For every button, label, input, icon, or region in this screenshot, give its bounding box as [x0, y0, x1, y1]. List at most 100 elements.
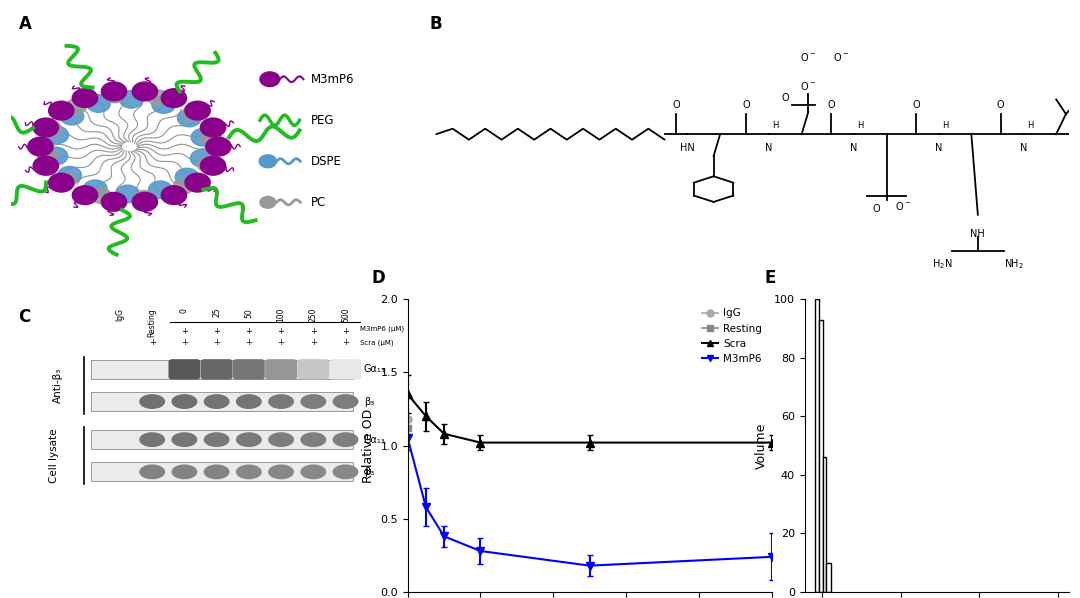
FancyBboxPatch shape: [233, 359, 265, 380]
Circle shape: [259, 155, 276, 167]
Y-axis label: Volume: Volume: [755, 422, 768, 469]
Ellipse shape: [172, 432, 198, 447]
Text: Gα₁₃: Gα₁₃: [364, 364, 386, 374]
Circle shape: [185, 101, 211, 120]
Circle shape: [57, 166, 81, 184]
Text: H$_2$N: H$_2$N: [932, 257, 953, 271]
FancyBboxPatch shape: [168, 359, 200, 380]
Ellipse shape: [204, 432, 230, 447]
FancyBboxPatch shape: [91, 430, 353, 449]
Text: N: N: [850, 144, 858, 153]
Ellipse shape: [268, 432, 294, 447]
Ellipse shape: [268, 465, 294, 480]
Text: 25: 25: [212, 308, 221, 318]
Ellipse shape: [204, 465, 230, 480]
Circle shape: [190, 150, 214, 167]
Text: C: C: [18, 308, 30, 326]
Text: β₃: β₃: [364, 467, 374, 477]
Circle shape: [102, 82, 126, 101]
Ellipse shape: [235, 432, 261, 447]
Ellipse shape: [333, 465, 359, 480]
Text: E: E: [765, 269, 777, 287]
Circle shape: [132, 82, 158, 101]
Circle shape: [44, 126, 68, 144]
Text: +: +: [213, 327, 220, 335]
Circle shape: [152, 96, 176, 113]
Text: O: O: [742, 100, 750, 111]
Text: O: O: [912, 100, 920, 111]
FancyBboxPatch shape: [91, 392, 353, 411]
Text: IgG: IgG: [116, 308, 124, 321]
Text: M3mP6: M3mP6: [311, 73, 355, 86]
Text: +: +: [310, 327, 316, 335]
Text: O$^-$: O$^-$: [894, 200, 910, 212]
Text: 500: 500: [341, 308, 350, 322]
Ellipse shape: [333, 394, 359, 409]
Circle shape: [49, 173, 73, 192]
Text: DSPE: DSPE: [311, 155, 342, 168]
Text: +: +: [213, 338, 220, 347]
Y-axis label: Relative OD: Relative OD: [362, 408, 375, 483]
Text: H: H: [942, 121, 948, 130]
FancyBboxPatch shape: [266, 359, 297, 380]
Circle shape: [33, 118, 58, 137]
Text: +: +: [149, 338, 156, 347]
Text: +: +: [310, 338, 316, 347]
Ellipse shape: [235, 465, 261, 480]
Text: +: +: [278, 338, 284, 347]
Circle shape: [161, 89, 187, 108]
Circle shape: [183, 105, 203, 121]
Ellipse shape: [235, 394, 261, 409]
Circle shape: [134, 191, 154, 206]
Circle shape: [116, 185, 139, 203]
Circle shape: [149, 181, 172, 199]
Text: O: O: [997, 100, 1004, 111]
Ellipse shape: [300, 465, 326, 480]
Text: PC: PC: [311, 196, 326, 209]
Text: PEG: PEG: [311, 114, 335, 127]
Bar: [823, 457, 826, 592]
Circle shape: [147, 90, 168, 105]
Text: N: N: [766, 144, 773, 153]
Text: O: O: [673, 100, 680, 111]
Circle shape: [28, 138, 53, 156]
Circle shape: [260, 196, 275, 208]
Bar: [826, 563, 831, 592]
Text: O$^-$: O$^-$: [800, 51, 816, 63]
Text: N: N: [1020, 144, 1027, 153]
Circle shape: [86, 94, 110, 112]
Text: D: D: [372, 269, 386, 287]
Circle shape: [49, 101, 73, 120]
Circle shape: [120, 90, 144, 108]
Circle shape: [161, 186, 187, 205]
Text: HN: HN: [680, 144, 694, 153]
Circle shape: [38, 148, 58, 163]
Circle shape: [33, 157, 58, 175]
Text: O$^-$: O$^-$: [833, 51, 849, 63]
Text: H: H: [1027, 121, 1034, 130]
Ellipse shape: [268, 394, 294, 409]
Bar: [819, 319, 823, 592]
Circle shape: [185, 173, 211, 192]
Text: O$^-$: O$^-$: [800, 80, 816, 92]
Circle shape: [201, 118, 226, 137]
Text: 100: 100: [276, 308, 285, 322]
Circle shape: [201, 157, 226, 175]
Text: +: +: [342, 327, 349, 335]
Circle shape: [175, 168, 199, 186]
Text: NH$_2$: NH$_2$: [1003, 257, 1024, 271]
Circle shape: [72, 186, 97, 205]
Text: Resting: Resting: [148, 308, 157, 337]
Ellipse shape: [139, 432, 165, 447]
Text: H: H: [858, 121, 864, 130]
Text: 0: 0: [180, 308, 189, 313]
Ellipse shape: [204, 394, 230, 409]
FancyBboxPatch shape: [201, 359, 232, 380]
Legend: IgG, Resting, Scra, M3mP6: IgG, Resting, Scra, M3mP6: [699, 304, 767, 368]
Ellipse shape: [139, 394, 165, 409]
Text: O: O: [873, 204, 880, 213]
Circle shape: [132, 193, 158, 211]
Bar: [815, 299, 819, 592]
Ellipse shape: [300, 432, 326, 447]
Circle shape: [260, 72, 280, 87]
